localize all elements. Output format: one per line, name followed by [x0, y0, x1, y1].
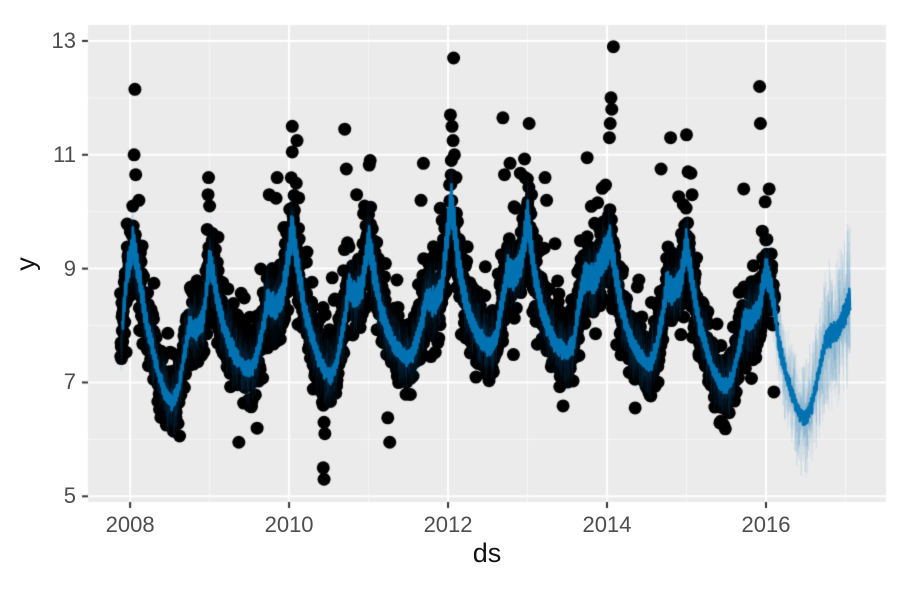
y-tick-label: 9 — [63, 255, 76, 281]
x-tick-label: 2016 — [741, 512, 791, 537]
y-tick-label: 7 — [63, 369, 76, 395]
y-tick-label: 5 — [63, 483, 76, 509]
y-tick-label: 11 — [53, 141, 76, 167]
x-tick-label: 2010 — [264, 512, 314, 537]
x-axis-title: ds — [472, 538, 502, 568]
y-tick-label: 13 — [51, 27, 76, 53]
x-tick-label: 2008 — [105, 512, 155, 537]
x-tick-label: 2012 — [423, 512, 473, 537]
y-axis-title: y — [10, 256, 41, 271]
x-tick-label: 2014 — [582, 512, 632, 537]
